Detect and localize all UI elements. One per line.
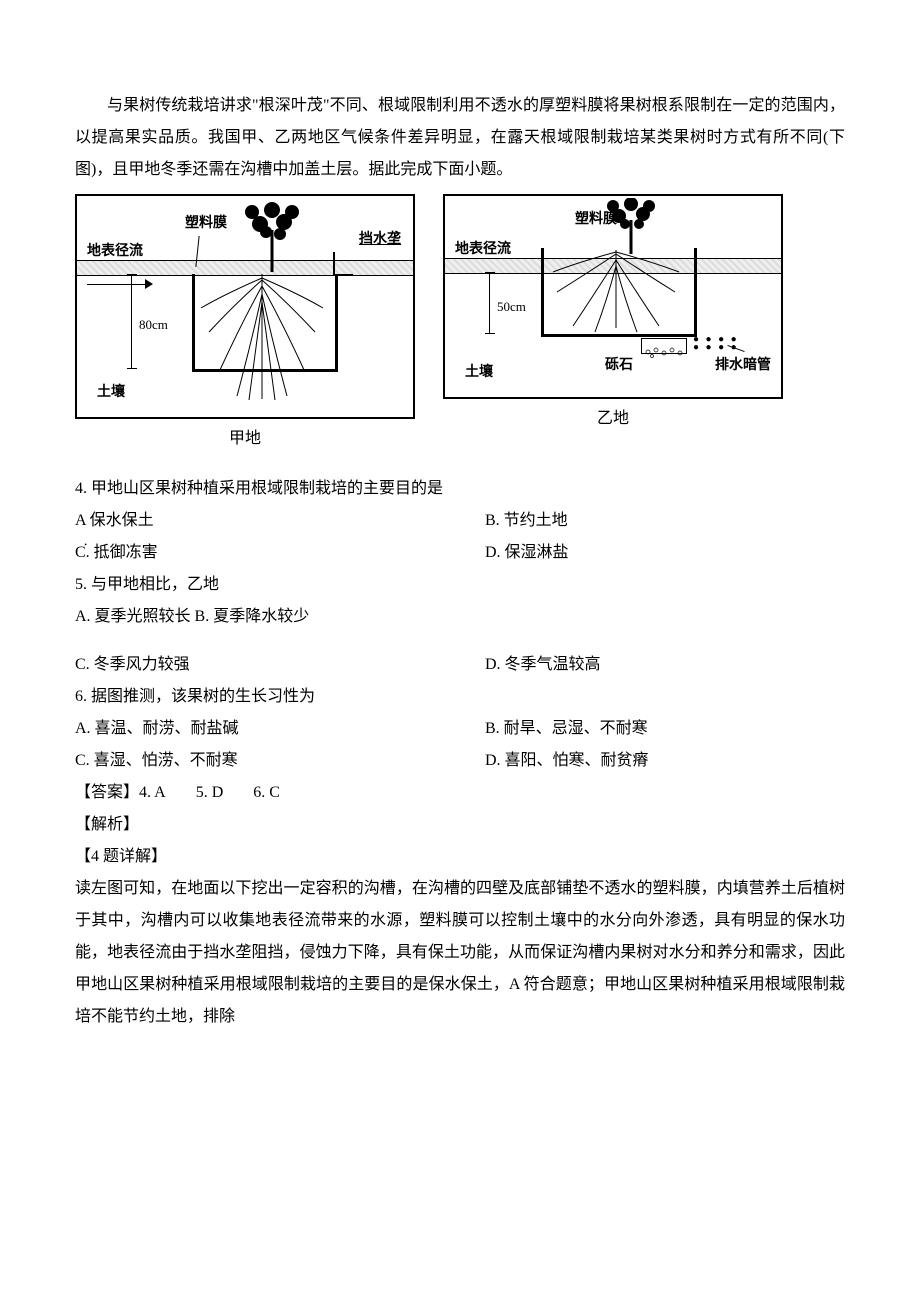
passage-paragraph: 与果树传统栽培讲求"根深叶茂"不同、根域限制利用不透水的厚塑料膜将果树根系限制在… (75, 90, 845, 186)
q4-opt-d: D. 保湿淋盐 (485, 544, 569, 561)
q4-row-ab: A 保水保土 ． B. 节约土地 (75, 505, 845, 537)
q6-row-cd: C. 喜湿、怕涝、不耐寒 D. 喜阳、怕寒、耐贫瘠 (75, 745, 845, 777)
answer-6: 6. C (253, 777, 280, 809)
plant-icon (242, 202, 302, 284)
q4-subdot: ． (83, 531, 94, 553)
depth-label-b: 50cm (497, 294, 526, 320)
gravel-box (641, 338, 687, 354)
q4-stem: 4. 甲地山区果树种植采用根域限制栽培的主要目的是 (75, 473, 845, 505)
roots-icon (195, 274, 329, 404)
arrowhead-icon (145, 279, 153, 289)
figure-b-box: 地表径流 50cm 塑料膜 (443, 194, 783, 399)
drain-label: 排水暗管 (715, 352, 771, 380)
q5-opt-c: C. 冬季风力较强 (75, 656, 190, 673)
q5-row-cd: C. 冬季风力较强 D. 冬季气温较高 (75, 649, 845, 681)
figure-a: 地表径流 80cm 塑料膜 (75, 194, 415, 455)
q5-opt-ab: A. 夏季光照较长 B. 夏季降水较少 (75, 601, 845, 633)
surface-runoff-label-b: 地表径流 (455, 236, 511, 264)
q6-opt-d: D. 喜阳、怕寒、耐贫瘠 (485, 752, 649, 769)
exp-q4-tag: 【4 题详解】 (75, 841, 845, 873)
depth-dim-line-b (489, 272, 490, 334)
exp-q4-body: 读左图可知，在地面以下挖出一定容积的沟槽，在沟槽的四壁及底部铺垫不透水的塑料膜，… (75, 873, 845, 1033)
soil-label: 土壤 (97, 379, 125, 407)
figure-row: 地表径流 80cm 塑料膜 (75, 194, 845, 455)
figure-a-box: 地表径流 80cm 塑料膜 (75, 194, 415, 419)
q6-opt-a: A. 喜温、耐涝、耐盐碱 (75, 720, 239, 737)
q5-opt-d: D. 冬季气温较高 (485, 656, 601, 673)
figure-a-caption: 甲地 (229, 423, 261, 455)
q5-stem: 5. 与甲地相比，乙地 (75, 569, 845, 601)
answer-4: 4. A (139, 777, 166, 809)
runoff-arrow (87, 284, 147, 285)
answer-line: 【答案】4. A 5. D 6. C (75, 777, 845, 809)
dam-shape (333, 252, 353, 276)
q6-opt-c: C. 喜湿、怕涝、不耐寒 (75, 752, 238, 769)
plastic-film-label: 塑料膜 (185, 210, 227, 238)
figure-b-caption: 乙地 (597, 403, 629, 435)
figure-b: 地表径流 50cm 塑料膜 (443, 194, 783, 435)
roots-icon-b (545, 250, 687, 340)
q6-stem: 6. 据图推测，该果树的生长习性为 (75, 681, 845, 713)
gravel-label: 砾石 (605, 352, 633, 380)
soil-label-b: 土壤 (465, 359, 493, 387)
q6-row-ab: A. 喜温、耐涝、耐盐碱 B. 耐旱、忌湿、不耐寒 (75, 713, 845, 745)
answer-head: 【答案】 (75, 777, 139, 809)
surface-runoff-label: 地表径流 (87, 238, 143, 266)
exp-tag: 【解析】 (75, 809, 845, 841)
q4-row-cd: C. 抵御冻害 D. 保湿淋盐 (75, 537, 845, 569)
depth-label: 80cm (139, 312, 168, 338)
depth-dim-line (131, 274, 132, 369)
q4-opt-b: B. 节约土地 (485, 512, 568, 529)
answer-5: 5. D (196, 777, 224, 809)
drain-dots: ● ● ● ●● ● ● ● (693, 336, 739, 352)
q4-opt-a: A 保水保土 (75, 512, 154, 529)
q6-opt-b: B. 耐旱、忌湿、不耐寒 (485, 720, 648, 737)
dam-label: 挡水垄 (359, 226, 401, 254)
q5-blank-row (75, 633, 845, 649)
